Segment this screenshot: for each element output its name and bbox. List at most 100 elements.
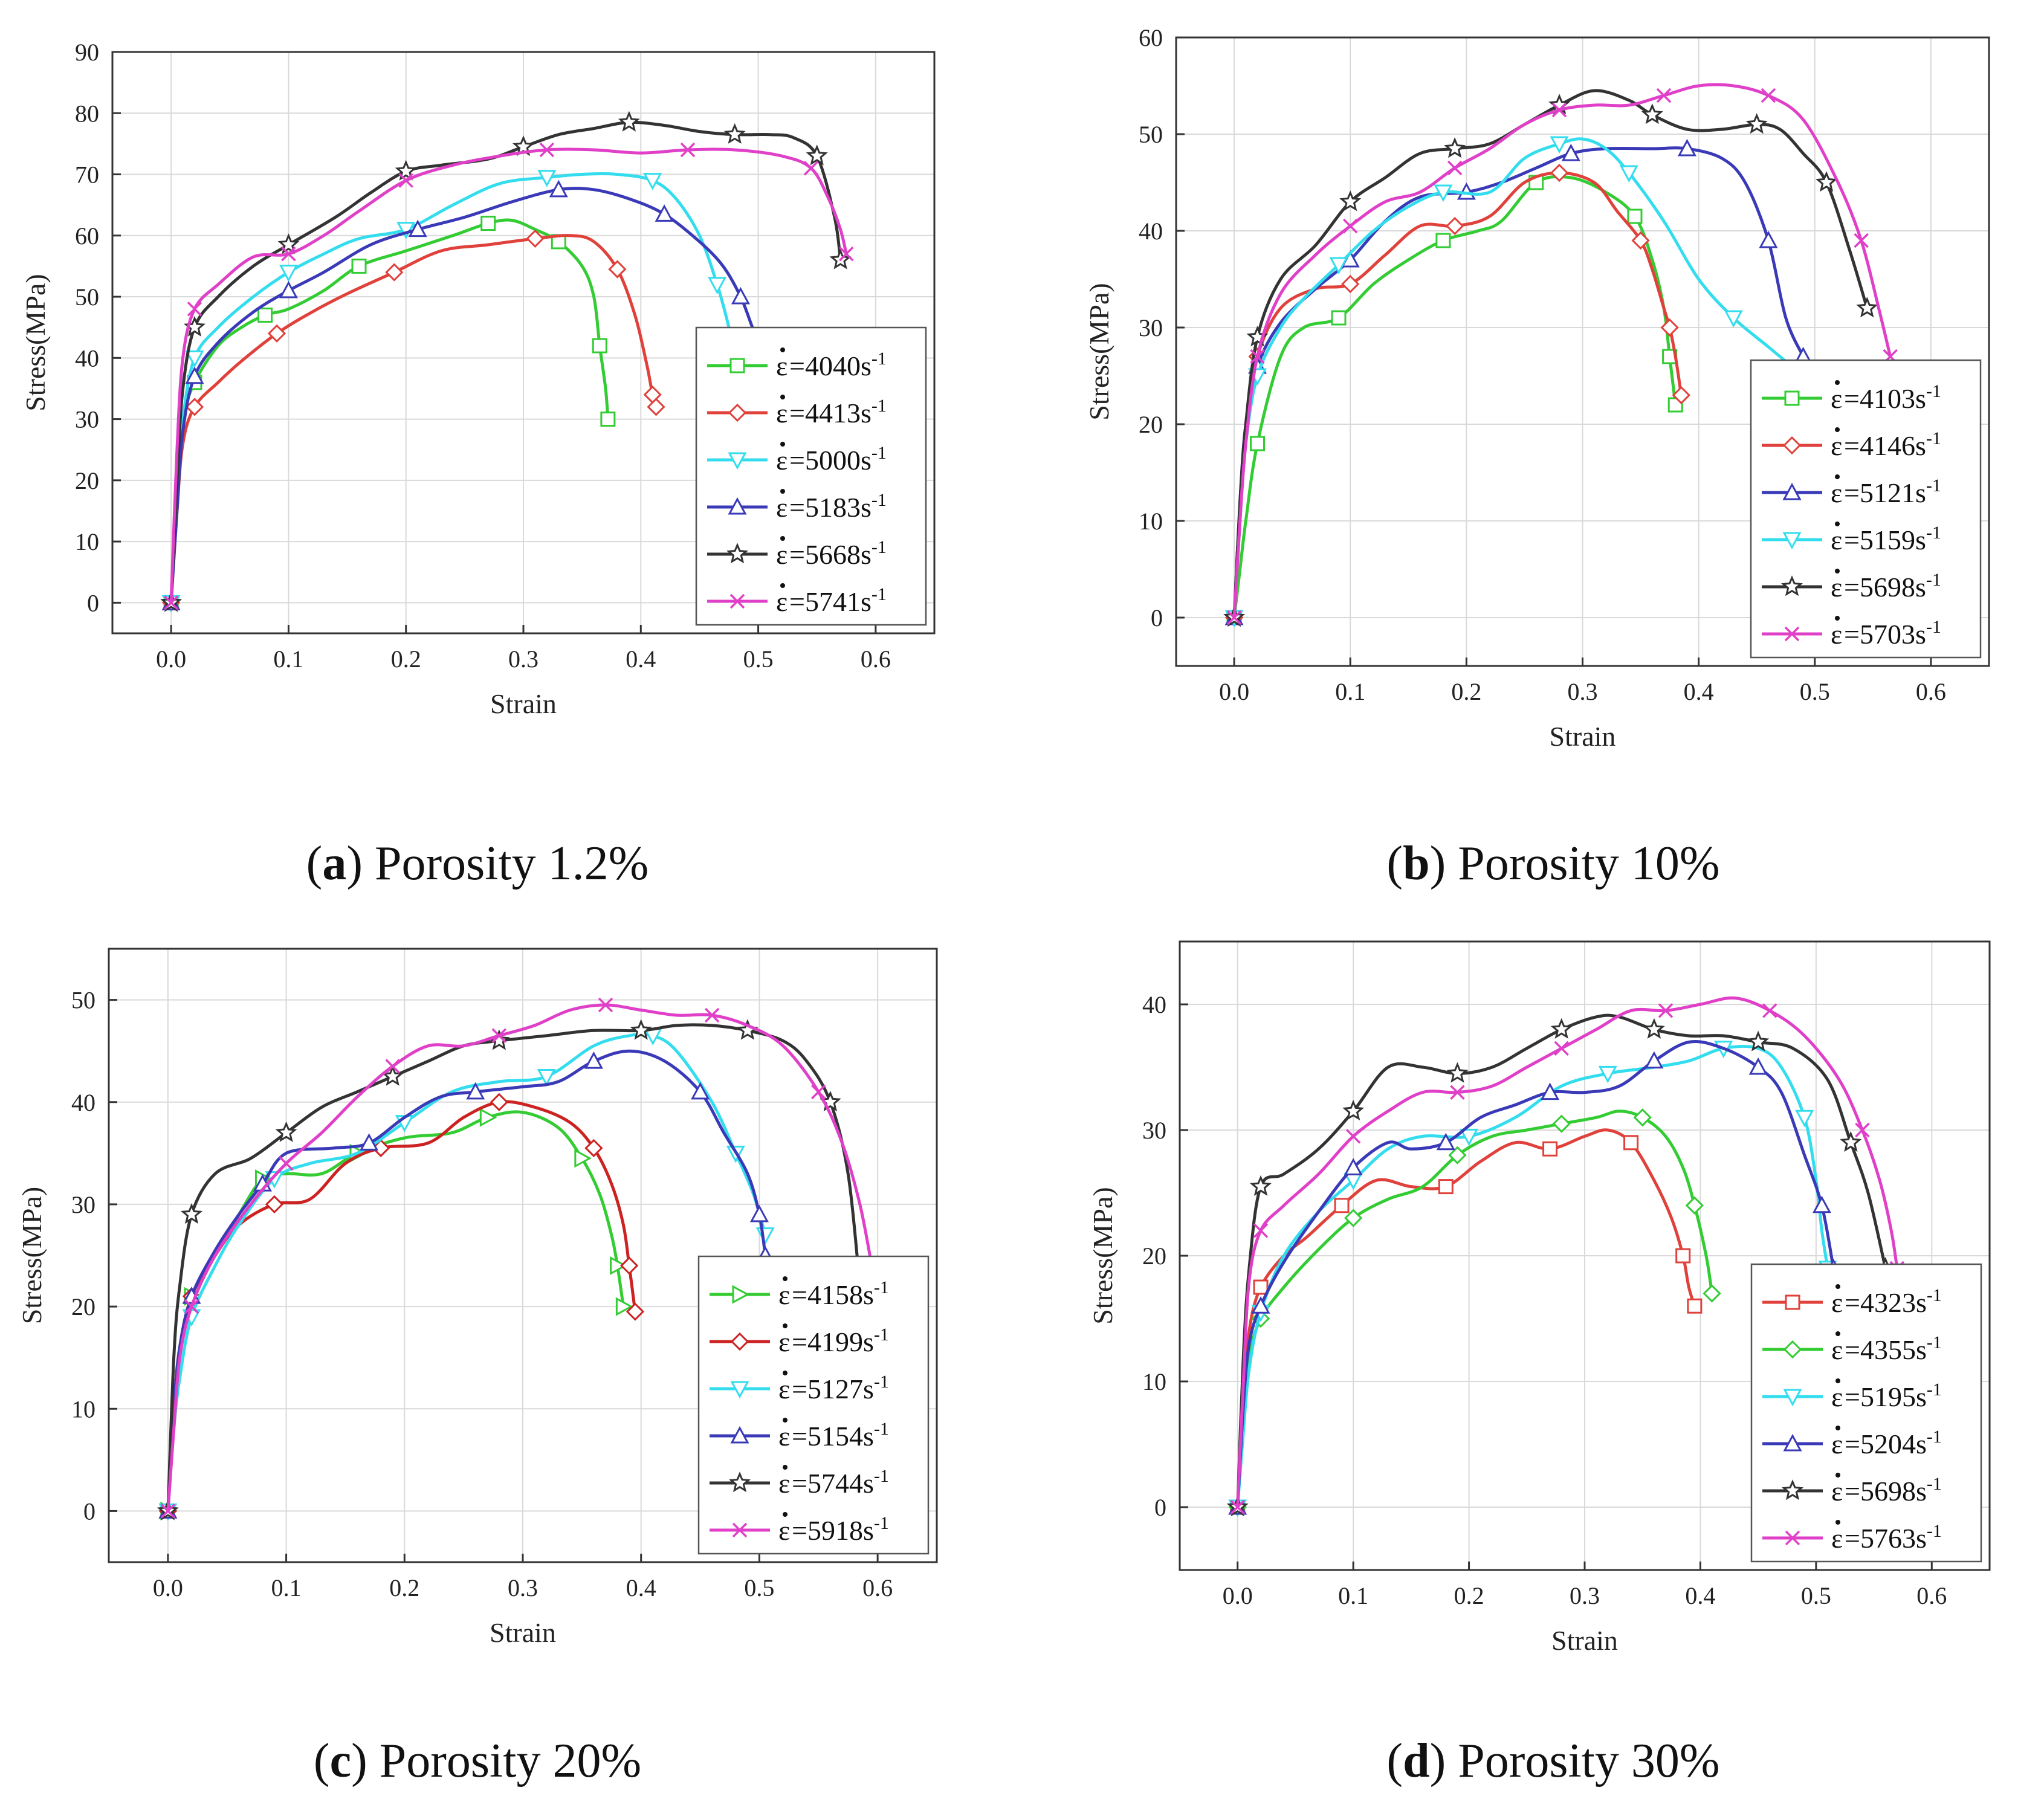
x-tick-label: 0.2 — [391, 645, 421, 673]
series-5154 — [158, 1049, 775, 1519]
rate-dot-icon — [783, 1371, 788, 1375]
rate-unit: s — [1916, 1523, 1927, 1554]
data-point — [360, 1133, 379, 1151]
caption-letter: a — [322, 837, 346, 890]
y-tick-label: 40 — [75, 344, 99, 372]
rate-unit: s — [1916, 1334, 1927, 1365]
data-point — [1342, 1099, 1365, 1121]
equals-sign: = — [789, 398, 805, 428]
series-line — [166, 1032, 767, 1513]
legend-item-5154: ε =5154s-1 — [710, 1418, 889, 1452]
series-4158 — [160, 1108, 633, 1520]
chart-panel-d: 0.0 0.1 0.2 0.3 0.4 0.5 0.6 0 10 20 30 40 Strain Stre… — [1087, 940, 1991, 1656]
rate-unit: s — [863, 1326, 874, 1357]
data-point — [1436, 1132, 1455, 1151]
rate-value: 5154 — [807, 1421, 863, 1452]
legend-item-5744: ε =5744s-1 — [710, 1465, 889, 1499]
y-tick-label: 20 — [75, 467, 99, 494]
x-tick-label: 0.5 — [743, 645, 774, 673]
legend-label: =5183s-1 — [789, 490, 887, 523]
rate-unit: s — [861, 539, 872, 570]
data-point — [1855, 1122, 1870, 1138]
x-tick-label: 0.2 — [389, 1574, 419, 1601]
data-point — [1435, 233, 1451, 248]
strain-rate-symbol: ε — [776, 445, 788, 476]
data-point — [1551, 102, 1567, 118]
data-point — [1342, 218, 1358, 234]
legend-item-4146: ε =4146s-1 — [1762, 427, 1941, 461]
legend-label: =4103s-1 — [1844, 381, 1941, 414]
legend-marker — [728, 403, 747, 422]
rate-unit: s — [1915, 525, 1926, 555]
strain-rate-symbol: ε — [1831, 1381, 1843, 1412]
y-tick-label: 50 — [71, 987, 95, 1014]
rate-value: 4355 — [1860, 1334, 1916, 1365]
rate-value: 5741 — [805, 586, 861, 617]
rate-exponent: -1 — [1927, 1285, 1942, 1305]
data-point — [279, 1156, 294, 1171]
data-point — [185, 398, 204, 416]
x-axis-label: Strain — [490, 688, 557, 719]
y-tick-label: 10 — [1139, 508, 1163, 535]
legend-item-5741: ε =5741s-1 — [707, 583, 887, 617]
rate-exponent: -1 — [1927, 1521, 1942, 1541]
data-point — [1812, 1195, 1831, 1213]
legend-item-4103: ε =4103s-1 — [1762, 380, 1941, 414]
equals-sign: = — [1845, 1334, 1860, 1365]
equals-sign: = — [789, 492, 805, 523]
y-tick-label: 20 — [71, 1293, 95, 1320]
rate-unit: s — [861, 350, 872, 381]
strain-rate-symbol: ε — [778, 1279, 790, 1310]
rate-unit: s — [861, 398, 872, 428]
data-point — [1450, 1085, 1465, 1100]
y-tick-label: 40 — [1139, 218, 1163, 245]
data-point — [490, 1093, 508, 1111]
y-tick-label: 10 — [71, 1395, 95, 1423]
legend-label: =4413s-1 — [789, 396, 887, 428]
x-tick-label: 0.4 — [1684, 678, 1714, 705]
data-point — [592, 338, 607, 354]
strain-rate-symbol: ε — [778, 1515, 790, 1546]
data-point — [1598, 1065, 1617, 1084]
data-point — [723, 123, 746, 144]
series-line — [1232, 171, 1683, 619]
rate-value: 5204 — [1860, 1429, 1916, 1459]
chart-panel-a: 0.0 0.1 0.2 0.3 0.4 0.5 0.6 0 10 20 30 40 50 60 70 80 90… — [20, 39, 936, 719]
x-tick-label: 0.5 — [1801, 1582, 1831, 1609]
y-tick-label: 70 — [75, 161, 99, 189]
legend-label: =4355s-1 — [1845, 1332, 1942, 1365]
legend-marker — [1782, 482, 1802, 500]
panel-caption: (a) Porosity 1.2% — [306, 837, 649, 890]
series-4103 — [1226, 175, 1683, 625]
data-point — [163, 595, 179, 610]
data-point — [526, 229, 545, 248]
data-point — [1344, 1209, 1363, 1227]
legend-label: =4323s-1 — [1845, 1285, 1942, 1318]
data-point — [1444, 137, 1466, 158]
equals-sign: = — [1844, 619, 1860, 650]
rate-dot-icon — [783, 1418, 788, 1423]
legend-marker — [732, 1522, 748, 1538]
caption-text: Porosity 20% — [380, 1734, 641, 1788]
data-point — [1623, 1135, 1639, 1151]
rate-unit: s — [1916, 1287, 1927, 1318]
legend-label: =5698s-1 — [1844, 570, 1941, 602]
rate-exponent: -1 — [872, 490, 887, 510]
legend-marker — [728, 452, 747, 470]
rate-exponent: -1 — [874, 1372, 889, 1392]
equals-sign: = — [792, 1468, 807, 1499]
data-point — [1344, 1158, 1363, 1175]
legend-label: =5000s-1 — [789, 443, 887, 476]
x-tick-label: 0.1 — [1335, 678, 1365, 705]
legend-marker — [1785, 1530, 1800, 1546]
data-point — [704, 1007, 720, 1023]
strain-rate-symbol: ε — [1831, 1523, 1843, 1554]
rate-dot-icon — [780, 347, 785, 352]
strain-rate-symbol: ε — [776, 350, 788, 381]
rate-value: 5195 — [1860, 1381, 1916, 1412]
rate-dot-icon — [780, 583, 785, 588]
legend-marker — [1785, 1294, 1800, 1310]
x-tick-label: 0.4 — [1685, 1582, 1715, 1609]
legend-marker — [1783, 1340, 1802, 1359]
equals-sign: = — [1845, 1287, 1860, 1318]
